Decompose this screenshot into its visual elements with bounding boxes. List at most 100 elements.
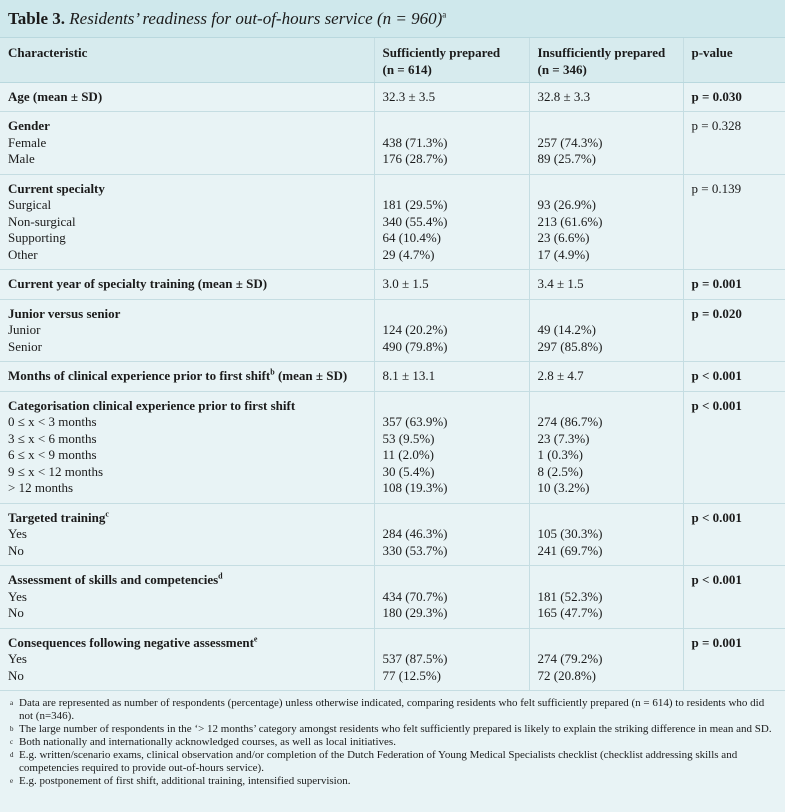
table-row: Targeted trainingc Yes No 284 (46.3%) 330 (5… [0, 503, 785, 566]
pvalue-cell: p < 0.001 [682, 361, 785, 392]
characteristic-cell: Gender Female Male [0, 111, 374, 175]
footnote: c Both nationally and internationally ack… [10, 736, 775, 749]
pvalue-cell: p = 0.001 [682, 628, 785, 691]
insufficient-value: 105 (30.3%) [537, 526, 603, 541]
characteristic-cell: Current specialty Surgical Non-surgical Sup… [0, 174, 374, 270]
insufficient-value: 23 (6.6%) [537, 230, 590, 245]
row-label: Male [8, 151, 35, 166]
p-value: p < 0.001 [691, 572, 742, 587]
insufficient-value: 10 (3.2%) [537, 480, 590, 495]
insufficient-cell: 32.8 ± 3.3 [528, 82, 683, 112]
table-row: Age (mean ± SD) 32.3 ± 3.5 32.8 ± 3.3 p = 0… [0, 82, 785, 112]
sufficient-value: 176 (28.7%) [382, 151, 448, 166]
sufficient-value: 434 (70.7%) [382, 588, 448, 604]
pvalue-cell: p = 0.020 [682, 299, 785, 362]
row-label: Other [8, 246, 38, 262]
footnote-mark: e [10, 777, 14, 785]
row-label: > 12 months [8, 480, 74, 495]
p-value: p = 0.328 [691, 118, 742, 133]
p-value: p < 0.001 [691, 397, 742, 413]
characteristic-cell: Assessment of skills and competenciesd Ye… [0, 565, 374, 629]
insufficient-value: 8 (2.5%) [537, 463, 584, 479]
insufficient-value: 23 (7.3%) [537, 430, 590, 446]
insufficient-value: 274 (79.2%) [537, 651, 603, 666]
pvalue-cell: p = 0.030 [682, 82, 785, 112]
sufficient-value: 357 (63.9%) [382, 414, 448, 429]
insufficient-cell: 93 (26.9%) 213 (61.6%) 23 (6.6%) 17 (4.9%) [528, 174, 683, 270]
table-row: Junior versus senior Junior Senior 124 (20.… [0, 299, 785, 362]
sufficient-value: 340 (55.4%) [382, 213, 448, 229]
footnote-text: The large number of respondents in the ‘… [19, 723, 772, 735]
insufficient-value: 181 (52.3%) [537, 588, 603, 604]
table-number: Table 3. [8, 9, 66, 28]
group-heading: Categorisation clinical experience prior… [8, 397, 296, 413]
sufficient-cell: 357 (63.9%) 53 (9.5%) 11 (2.0%) 30 (5.4%) 10… [373, 391, 529, 504]
footnote-text: E.g. written/scenario exams, clinical ob… [19, 749, 738, 774]
sufficient-value: 438 (71.3%) [382, 134, 448, 150]
sufficient-value: 108 (19.3%) [382, 480, 448, 495]
characteristic-cell: Targeted trainingc Yes No [0, 503, 374, 566]
footnote-mark: b [270, 367, 275, 377]
sufficient-value: 537 (87.5%) [382, 651, 448, 666]
insufficient-value: 257 (74.3%) [537, 134, 603, 150]
table-row: Current year of specialty training (mean… [0, 269, 785, 300]
header-row: Characteristic Sufficiently prepared (n =… [0, 38, 785, 83]
row-label: No [8, 542, 24, 558]
sufficient-value: 330 (53.7%) [382, 542, 448, 558]
group-heading: Age (mean ± SD) [8, 88, 103, 104]
group-heading: Consequences following negative assessme… [8, 634, 258, 650]
insufficient-value: 241 (69.7%) [537, 542, 603, 558]
insufficient-cell: 181 (52.3%) 165 (47.7%) [528, 565, 683, 629]
row-label: No [8, 605, 24, 620]
p-value: p = 0.020 [691, 305, 742, 321]
sufficient-cell: 438 (71.3%) 176 (28.7%) [373, 111, 529, 175]
row-label: Yes [8, 651, 27, 666]
sufficient-cell: 8.1 ± 13.1 [373, 361, 529, 392]
sufficient-value: 284 (46.3%) [382, 526, 448, 541]
sufficient-cell: 284 (46.3%) 330 (53.7%) [373, 503, 529, 566]
footnote: b The large number of respondents in the … [10, 723, 775, 736]
characteristic-cell: Consequences following negative assessme… [0, 628, 374, 691]
row-label: Surgical [8, 197, 52, 212]
row-label: Non-surgical [8, 213, 76, 229]
table-row: Assessment of skills and competenciesd Ye… [0, 565, 785, 629]
sufficient-value: 490 (79.8%) [382, 338, 448, 354]
row-label: 3 ≤ x < 6 months [8, 430, 97, 446]
p-value: p = 0.030 [691, 88, 742, 104]
group-heading: Current specialty [8, 180, 105, 196]
sufficient-cell: 32.3 ± 3.5 [373, 82, 529, 112]
table-row: Categorisation clinical experience prior… [0, 391, 785, 504]
sufficient-value: 77 (12.5%) [382, 667, 442, 683]
pvalue-cell: p = 0.328 [682, 111, 785, 175]
pvalue-cell: p < 0.001 [682, 503, 785, 566]
footnote-mark: d [218, 571, 223, 581]
pvalue-cell: p < 0.001 [682, 565, 785, 629]
insufficient-cell: 3.4 ± 1.5 [528, 269, 683, 300]
table-body: Age (mean ± SD) 32.3 ± 3.5 32.8 ± 3.3 p = 0… [0, 82, 785, 691]
pvalue-cell: p < 0.001 [682, 391, 785, 504]
title-footnote-mark: a [442, 9, 447, 20]
insufficient-value: 165 (47.7%) [537, 605, 603, 620]
characteristic-cell: Categorisation clinical experience prior… [0, 391, 374, 504]
group-heading: Gender [8, 118, 50, 133]
insufficient-value: 93 (26.9%) [537, 197, 597, 212]
row-label: Yes [8, 526, 27, 541]
pvalue-cell: p = 0.139 [682, 174, 785, 270]
footnotes: a Data are represented as number of respo… [0, 694, 785, 788]
pvalue-cell: p = 0.001 [682, 269, 785, 300]
p-value: p < 0.001 [691, 509, 742, 525]
insufficient-cell: 105 (30.3%) 241 (69.7%) [528, 503, 683, 566]
footnote: e E.g. postponement of first shift, addit… [10, 775, 775, 788]
characteristic-cell: Age (mean ± SD) [0, 82, 374, 112]
footnote-mark: b [10, 725, 14, 733]
footnote: a Data are represented as number of respo… [10, 697, 775, 723]
p-value: p = 0.001 [691, 634, 742, 650]
footnote-mark: e [253, 634, 258, 644]
insufficient-value: 89 (25.7%) [537, 151, 597, 166]
group-heading: Junior versus senior [8, 305, 121, 321]
footnote-mark: c [105, 509, 109, 519]
sufficient-cell: 434 (70.7%) 180 (29.3%) [373, 565, 529, 629]
footnote-text: Data are represented as number of respon… [19, 697, 765, 722]
characteristic-cell: Current year of specialty training (mean… [0, 269, 374, 300]
